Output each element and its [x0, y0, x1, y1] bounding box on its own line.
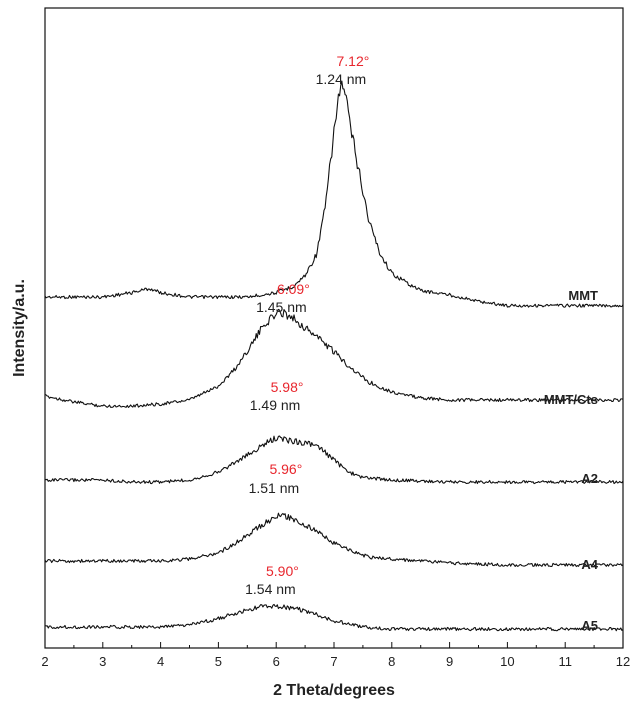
x-axis-title: 2 Theta/degrees: [273, 682, 395, 699]
trace-line: [44, 80, 624, 308]
d-spacing-label: 1.45 nm: [256, 299, 307, 315]
x-tick-label: 5: [215, 654, 222, 669]
d-spacing-label: 1.54 nm: [245, 581, 296, 597]
x-tick-label: 8: [388, 654, 395, 669]
x-tick-label: 3: [99, 654, 106, 669]
series-labels: MMT MMT/Cts A2 A4 A5: [544, 288, 599, 633]
trace-line: [44, 308, 624, 408]
d-spacing-label: 1.51 nm: [249, 480, 300, 496]
x-tick-label: 6: [273, 654, 280, 669]
x-tick-label: 4: [157, 654, 164, 669]
peak-angle-label: 6.09°: [277, 281, 310, 297]
d-spacing-label: 1.49 nm: [250, 397, 301, 413]
trace-line: [44, 435, 624, 485]
peak-angle-label: 5.90°: [266, 563, 299, 579]
series-label: A4: [581, 557, 598, 572]
series-label: A5: [581, 618, 598, 633]
traces: [44, 80, 624, 632]
d-spacing-label: 1.24 nm: [316, 71, 367, 87]
x-axis-ticks: 2 3 4 5 6 7 8 9 10 11 12: [41, 642, 630, 669]
plot-frame: [44, 7, 624, 649]
series-label: MMT/Cts: [544, 392, 598, 407]
trace-line: [44, 603, 624, 632]
peak-angle-label: 5.96°: [269, 461, 302, 477]
peak-angle-label: 5.98°: [271, 379, 304, 395]
peak-angle-label: 7.12°: [337, 53, 370, 69]
trace-line: [44, 512, 624, 568]
peak-annotations: 7.12° 1.24 nm 6.09° 1.45 nm 5.98° 1.49 nm 5.96…: [245, 53, 369, 597]
x-tick-label: 12: [616, 654, 630, 669]
x-tick-label: 10: [500, 654, 514, 669]
y-axis-title: Intensity/a.u.: [11, 279, 28, 377]
x-tick-label: 11: [558, 654, 572, 669]
x-tick-label: 7: [330, 654, 337, 669]
x-tick-label: 9: [446, 654, 453, 669]
series-label: MMT: [568, 288, 598, 303]
series-label: A2: [581, 471, 598, 486]
x-tick-label: 2: [41, 654, 48, 669]
